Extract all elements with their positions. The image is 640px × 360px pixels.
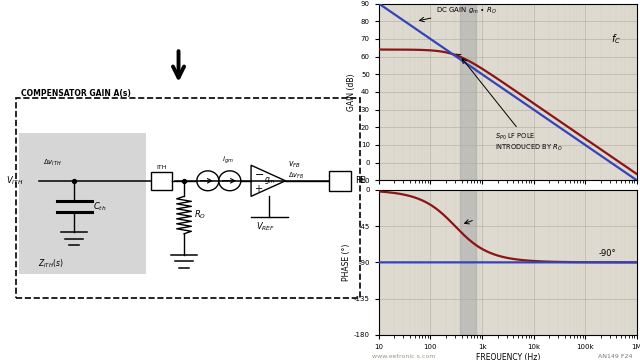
Text: $Z_{ITH}(s)$: $Z_{ITH}(s)$: [38, 258, 63, 270]
Bar: [151, 172, 172, 190]
Text: $S_{P0}$ LF POLE
INTRODUCED BY $R_O$: $S_{P0}$ LF POLE INTRODUCED BY $R_O$: [462, 59, 563, 153]
X-axis label: FREQUENCY (Hz): FREQUENCY (Hz): [476, 352, 540, 360]
Text: $-$: $-$: [254, 167, 264, 177]
Text: www.eetronic s.com: www.eetronic s.com: [371, 354, 435, 359]
Text: $+$: $+$: [254, 183, 263, 194]
Bar: [460, 4, 476, 180]
Text: $V_{ITH}$: $V_{ITH}$: [6, 175, 24, 187]
Bar: [460, 190, 476, 335]
Text: AN149 F24: AN149 F24: [598, 354, 632, 359]
Y-axis label: GAIN (dB): GAIN (dB): [347, 73, 356, 111]
Text: $f_C$: $f_C$: [611, 32, 621, 46]
Text: $C_{th}$: $C_{th}$: [93, 200, 107, 212]
Text: $V_{REF}$: $V_{REF}$: [256, 220, 275, 233]
Bar: [19, 133, 145, 274]
Text: $i_{gm}$: $i_{gm}$: [222, 154, 234, 166]
Text: -90°: -90°: [598, 249, 616, 258]
Text: DC GAIN $g_m$ $\bullet$ $R_O$: DC GAIN $g_m$ $\bullet$ $R_O$: [420, 5, 497, 22]
Text: ITH: ITH: [156, 165, 167, 170]
Text: $R_O$: $R_O$: [194, 208, 206, 221]
Text: FB: FB: [355, 176, 366, 185]
Text: $g_m$: $g_m$: [264, 175, 275, 186]
Text: $\Delta v_{FB}$: $\Delta v_{FB}$: [287, 171, 304, 181]
Bar: [330, 171, 351, 191]
Y-axis label: PHASE (°): PHASE (°): [342, 244, 351, 281]
Text: $\Delta v_{ITH}$: $\Delta v_{ITH}$: [43, 158, 62, 168]
Text: $v_{FB}$: $v_{FB}$: [287, 159, 301, 170]
Bar: [15, 98, 360, 298]
Text: COMPENSATOR GAIN A(s): COMPENSATOR GAIN A(s): [21, 89, 131, 98]
